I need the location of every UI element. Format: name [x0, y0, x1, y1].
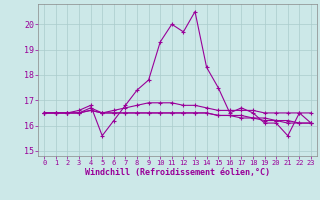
X-axis label: Windchill (Refroidissement éolien,°C): Windchill (Refroidissement éolien,°C): [85, 168, 270, 177]
